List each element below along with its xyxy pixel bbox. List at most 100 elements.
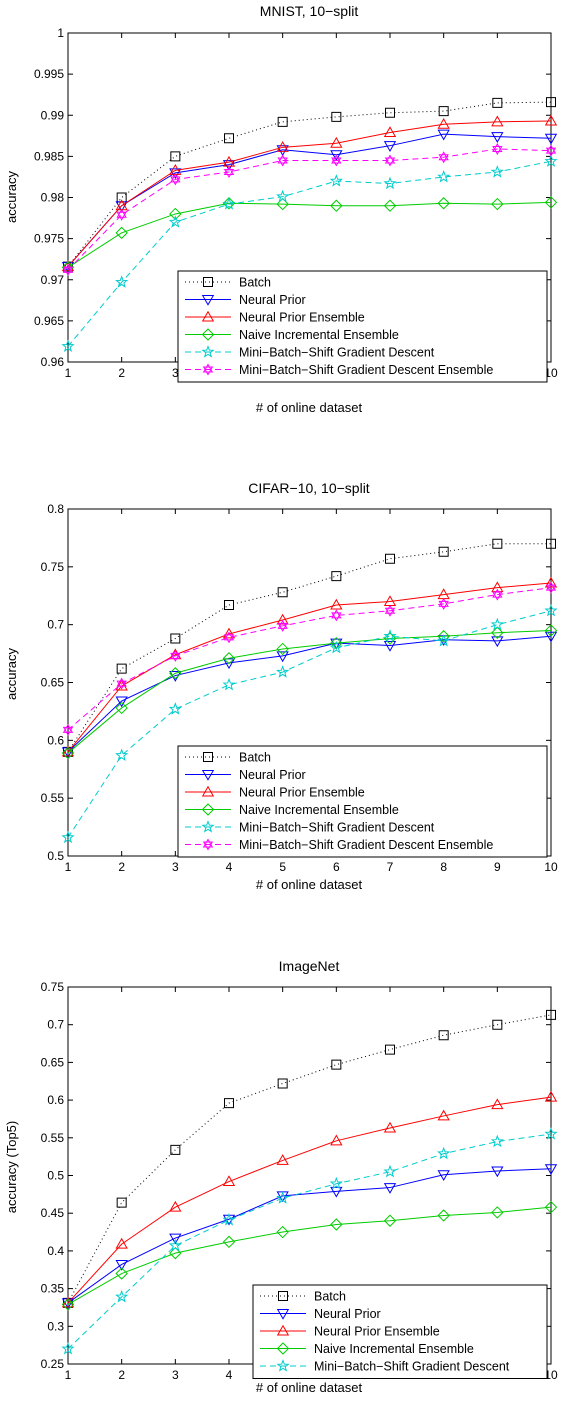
legend-label: Neural Prior: [239, 768, 306, 782]
data-point: [544, 631, 558, 643]
x-tick-label: 4: [226, 1368, 233, 1382]
data-point: [438, 151, 449, 164]
data-point: [544, 576, 558, 588]
data-point: [383, 629, 397, 642]
y-tick-label: 0.55: [41, 1131, 65, 1145]
series-line: [67, 148, 552, 271]
legend-marker: [201, 328, 215, 341]
plot-area: 123456789100.250.30.350.40.450.50.550.60…: [41, 980, 558, 1382]
legend-marker: [201, 820, 215, 833]
x-tick-label: 10: [544, 1368, 558, 1382]
data-point: [383, 1164, 397, 1178]
legend-item: Neural Prior Ensemble: [260, 1325, 440, 1339]
legend-item: Naive Incremental Ensemble: [185, 803, 399, 817]
legend-item: Mini−Batch−Shift Gradient Descent Ensemb…: [185, 363, 493, 377]
x-axis-label: # of online dataset: [256, 400, 363, 415]
legend-item: Neural Prior: [185, 293, 306, 307]
legend-marker: [201, 803, 215, 816]
data-point: [545, 581, 557, 594]
data-point: [437, 630, 450, 643]
data-point: [491, 197, 504, 211]
data-point: [276, 145, 289, 157]
data-point: [276, 141, 289, 152]
legend-box: [177, 745, 548, 858]
y-tick-label: 0.96: [41, 355, 65, 369]
chart-imagenet: ImageNet accuracy (Top5) # of online dat…: [4, 958, 558, 1395]
data-point: [115, 201, 128, 213]
data-point: [276, 197, 289, 211]
y-tick-label: 0.5: [47, 1169, 64, 1183]
legend-item: Batch: [185, 751, 271, 765]
series-line: [67, 1096, 552, 1304]
data-point: [115, 1259, 128, 1271]
y-axis-label: accuracy: [4, 647, 19, 700]
data-point: [490, 1134, 504, 1148]
legend-marker: [276, 1324, 290, 1336]
x-tick-label: 5: [279, 860, 286, 874]
data-point: [491, 626, 504, 639]
data-point: [276, 1225, 289, 1239]
data-point: [544, 1200, 558, 1214]
data-point: [492, 588, 503, 601]
x-tick-label: 3: [172, 860, 179, 874]
series-line: [67, 635, 552, 753]
data-point: [437, 129, 450, 141]
data-point: [437, 1109, 450, 1121]
legend: Batch Neural Prior Neural Prior Ensemble Na…: [177, 270, 548, 383]
data-point: [222, 627, 236, 639]
data-point: [492, 142, 503, 155]
y-tick-label: 0.8: [47, 502, 64, 516]
data-point: [331, 1059, 342, 1070]
data-point: [222, 658, 236, 670]
data-point: [331, 609, 342, 622]
data-point: [491, 1166, 504, 1178]
data-point: [222, 1175, 236, 1187]
legend-marker: [276, 1309, 290, 1320]
x-tick-label: 2: [118, 860, 125, 874]
legend: Batch Neural Prior Neural Prior Ensemble Na…: [177, 745, 548, 858]
data-point: [170, 633, 181, 644]
legend-marker: [276, 1342, 290, 1355]
data-point: [116, 663, 127, 674]
data-point: [490, 165, 504, 178]
legend-label: Batch: [239, 751, 271, 765]
legend-label: Neural Prior Ensemble: [239, 311, 365, 325]
data-point: [115, 226, 128, 240]
data-point: [385, 1044, 395, 1055]
data-point: [385, 107, 395, 118]
legend-item: Naive Incremental Ensemble: [260, 1342, 474, 1356]
y-axis-label: accuracy: [4, 170, 19, 223]
y-tick-label: 0.75: [41, 980, 65, 994]
data-point: [170, 649, 181, 662]
legend-box: [177, 270, 548, 383]
legend-marker: [201, 345, 215, 358]
data-point: [222, 160, 236, 171]
data-point: [222, 1235, 236, 1249]
y-tick-label: 0.3: [47, 1319, 64, 1333]
legend-marker: [276, 1359, 290, 1372]
legend-label: Neural Prior Ensemble: [239, 786, 365, 800]
data-point: [546, 538, 556, 549]
legend-item: Neural Prior Ensemble: [185, 786, 365, 800]
legend-marker: [202, 363, 214, 376]
data-point: [277, 154, 288, 167]
x-tick-label: 7: [387, 860, 394, 874]
series-line: [67, 629, 552, 754]
legend-marker: [203, 277, 213, 287]
legend-item: Neural Prior: [260, 1307, 381, 1321]
data-point: [222, 197, 236, 210]
legend-item: Batch: [260, 1290, 346, 1304]
data-point: [544, 603, 558, 617]
legend-marker: [203, 752, 213, 762]
data-point: [437, 197, 450, 210]
data-point: [277, 1078, 288, 1089]
series-line: [67, 101, 552, 267]
y-tick-label: 0.975: [34, 232, 64, 246]
data-point: [330, 636, 343, 650]
data-point: [544, 114, 558, 126]
data-point: [437, 1209, 450, 1222]
x-tick-label: 1: [65, 1368, 72, 1382]
data-point: [544, 1164, 558, 1176]
y-tick-label: 0.6: [47, 733, 64, 747]
legend-label: Batch: [314, 1290, 346, 1304]
